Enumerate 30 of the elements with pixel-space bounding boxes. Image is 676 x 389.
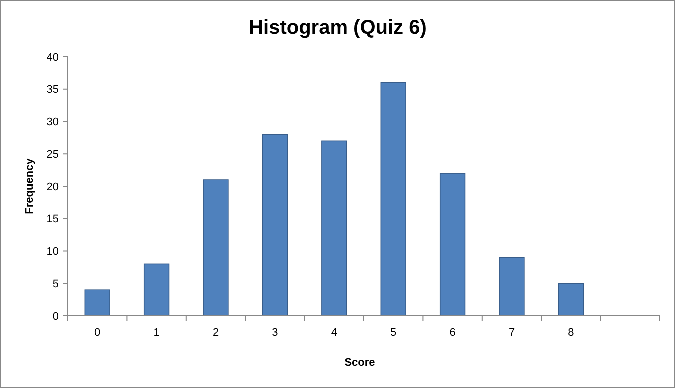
bar [144, 264, 170, 316]
x-tick-label: 4 [331, 327, 338, 339]
y-tick-label: 30 [46, 116, 59, 129]
y-tick-label: 10 [46, 246, 59, 258]
x-tick-label: 2 [212, 327, 220, 339]
chart-title: Histogram (Quiz 6) [249, 17, 427, 39]
x-tick-label: 6 [450, 327, 456, 339]
bar [380, 82, 406, 316]
y-tick-label: 20 [46, 181, 59, 194]
y-tick-label: 5 [52, 278, 59, 290]
y-tick-label: 25 [46, 148, 59, 161]
bar [322, 140, 348, 316]
bar [499, 257, 525, 316]
y-tick-label: 40 [46, 52, 59, 64]
x-tick-label: 8 [568, 327, 574, 339]
y-tick-label: 35 [46, 84, 59, 96]
x-tick-label: 7 [508, 327, 516, 339]
y-tick-label: 0 [52, 310, 59, 323]
bar [440, 173, 466, 316]
x-tick-label: 3 [272, 327, 278, 339]
y-tick-label: 15 [46, 214, 59, 226]
x-axis-title: Score [344, 357, 376, 369]
y-axis-title: Frequency [24, 158, 36, 214]
bar [558, 283, 584, 316]
bar [262, 134, 288, 316]
x-tick-label: 0 [94, 327, 101, 339]
x-tick-label: 5 [390, 327, 397, 339]
bar [203, 180, 229, 316]
x-tick-label: 1 [154, 327, 160, 339]
bar [84, 290, 110, 316]
